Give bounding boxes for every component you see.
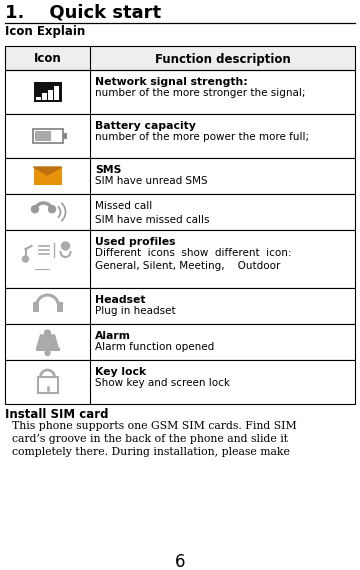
Text: Different  icons  show  different  icon:: Different icons show different icon: [95,248,292,258]
Text: Plug in headset: Plug in headset [95,306,176,316]
Text: Battery capacity: Battery capacity [95,121,196,131]
Text: Function description: Function description [155,52,291,66]
Text: Alarm: Alarm [95,331,131,341]
Bar [5,158,355,194]
Text: Alarm function opened: Alarm function opened [95,342,214,352]
Text: SMS: SMS [95,165,121,175]
Polygon shape [33,167,62,175]
Text: This phone supports one GSM SIM cards. Find SIM: This phone supports one GSM SIM cards. F… [5,421,297,431]
Bar [37,377,58,393]
Bar [5,324,355,360]
Bar [54,86,59,100]
Bar [5,230,355,288]
Circle shape [62,242,69,250]
Text: Missed call: Missed call [95,201,152,211]
Text: 6: 6 [175,553,185,570]
Circle shape [45,351,50,356]
Bar [5,70,355,114]
Bar [5,46,355,70]
Bar [36,348,59,351]
Text: number of the more stronger the signal;: number of the more stronger the signal; [95,88,306,98]
Bar [32,129,63,143]
Text: number of the more power the more full;: number of the more power the more full; [95,132,309,142]
Bar [5,360,355,404]
Bar [5,288,355,324]
Text: 1.    Quick start: 1. Quick start [5,4,161,22]
Circle shape [31,206,39,213]
Bar [32,302,39,312]
Circle shape [45,330,50,336]
Text: SIM have missed calls: SIM have missed calls [95,215,210,225]
Bar [48,89,53,100]
Bar [36,96,41,100]
Bar [42,93,47,100]
Text: completely there. During installation, please make: completely there. During installation, p… [5,447,290,457]
Polygon shape [36,335,58,349]
Bar [5,114,355,158]
Circle shape [22,256,28,262]
Text: Icon: Icon [33,52,61,66]
Circle shape [49,206,55,213]
Bar [33,82,62,102]
Text: card’s groove in the back of the phone and slide it: card’s groove in the back of the phone a… [5,434,288,444]
Text: Show key and screen lock: Show key and screen lock [95,378,230,388]
Text: Network signal strength:: Network signal strength: [95,77,248,87]
Text: Key lock: Key lock [95,367,146,377]
Bar [57,302,63,312]
Text: Install SIM card: Install SIM card [5,408,108,421]
Text: Used profiles: Used profiles [95,237,176,247]
Bar [63,133,67,139]
Text: Icon Explain: Icon Explain [5,25,85,38]
Text: Headset: Headset [95,295,145,305]
Bar [33,167,62,185]
Text: SIM have unread SMS: SIM have unread SMS [95,176,208,186]
Text: General, Silent, Meeting,    Outdoor: General, Silent, Meeting, Outdoor [95,261,280,271]
Bar [5,194,355,230]
Bar [35,131,51,141]
Bar [5,46,355,70]
